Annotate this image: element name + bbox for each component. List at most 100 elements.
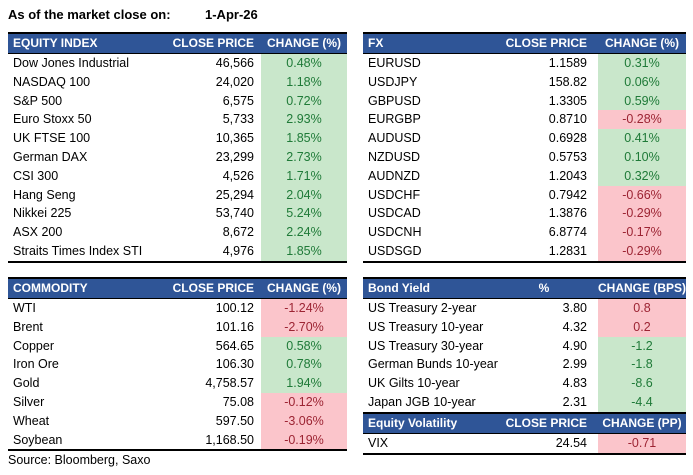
row-change-value: -2.70% xyxy=(261,317,347,337)
row-change-value: 1.85% xyxy=(261,129,347,148)
row-label: Hang Seng xyxy=(13,187,76,202)
row-label: US Treasury 30-year xyxy=(368,338,484,353)
commodity-table: COMMODITY CLOSE PRICE CHANGE (%) WTI 100.… xyxy=(8,277,347,452)
row-label: USDCHF xyxy=(368,187,421,202)
table-row: US Treasury 30-year 4.90 -1.2 xyxy=(363,336,686,356)
row-close-price: 4.83 xyxy=(562,376,587,391)
row-change-value: 2.04% xyxy=(261,185,347,205)
equity-index-header-row: EQUITY INDEX CLOSE PRICE CHANGE (%) xyxy=(8,34,347,54)
row-change-value: 0.78% xyxy=(261,355,347,375)
column-header-equity-volatility: Equity Volatility xyxy=(368,415,458,430)
equity-volatility-header-row: Equity Volatility CLOSE PRICE CHANGE (PP… xyxy=(363,411,686,434)
row-label: USDCAD xyxy=(368,206,421,221)
table-row: UK Gilts 10-year 4.83 -8.6 xyxy=(363,374,686,393)
row-change-value: -0.17% xyxy=(598,223,686,242)
row-close-price: 4,758.57 xyxy=(205,376,254,391)
row-change-value: 1.85% xyxy=(261,241,347,261)
row-close-price: 101.16 xyxy=(215,319,254,334)
row-close-price: 597.50 xyxy=(215,413,254,428)
row-label: Euro Stoxx 50 xyxy=(13,112,92,127)
table-row: Straits Times Index STI 4,976 1.85% xyxy=(8,241,347,261)
table-row: EURUSD 1.1589 0.31% xyxy=(363,54,686,73)
row-label: CSI 300 xyxy=(13,168,59,183)
row-close-price: 1.3876 xyxy=(548,206,587,221)
table-row: NZDUSD 0.5753 0.10% xyxy=(363,147,686,167)
source-note: Source: Bloomberg, Saxo xyxy=(8,453,151,467)
row-label: VIX xyxy=(368,435,389,450)
row-close-price: 6.8774 xyxy=(548,225,587,240)
row-change-value: -0.12% xyxy=(261,392,347,412)
table-row: US Treasury 2-year 3.80 0.8 xyxy=(363,299,686,318)
table-row: WTI 100.12 -1.24% xyxy=(8,299,347,318)
row-label: Japan JGB 10-year xyxy=(368,394,476,409)
row-close-price: 0.6928 xyxy=(548,131,587,146)
row-label: Gold xyxy=(13,376,40,391)
table-row: Hang Seng 25,294 2.04% xyxy=(8,185,347,205)
row-change-value: 0.2 xyxy=(598,317,686,337)
row-change-value: -1.8 xyxy=(598,355,686,375)
column-header-bond-yield: Bond Yield xyxy=(368,281,431,295)
row-change-value: 0.41% xyxy=(598,129,686,148)
row-change-value: 2.73% xyxy=(261,147,347,167)
row-close-price: 1.3305 xyxy=(548,93,587,108)
row-change-value: 2.93% xyxy=(261,110,347,130)
row-close-price: 23,299 xyxy=(215,149,254,164)
row-label: UK Gilts 10-year xyxy=(368,376,460,391)
row-label: UK FTSE 100 xyxy=(13,131,91,146)
row-close-price: 0.8710 xyxy=(548,112,587,127)
table-row: UK FTSE 100 10,365 1.85% xyxy=(8,129,347,148)
row-close-price: 1.2043 xyxy=(548,168,587,183)
row-label: Straits Times Index STI xyxy=(13,243,143,258)
bond-yield-header-row: Bond Yield % CHANGE (BPS) xyxy=(363,279,686,299)
row-label: Dow Jones Industrial xyxy=(13,56,130,70)
table-row: Nikkei 225 53,740 5.24% xyxy=(8,204,347,224)
row-close-price: 1.2831 xyxy=(548,243,587,258)
row-close-price: 2.99 xyxy=(562,357,587,372)
row-label: US Treasury 2-year xyxy=(368,301,477,315)
table-row: German DAX 23,299 2.73% xyxy=(8,147,347,167)
row-label: Wheat xyxy=(13,413,50,428)
row-change-value: -0.29% xyxy=(598,204,686,224)
row-change-value: -0.29% xyxy=(598,241,686,261)
row-label: Silver xyxy=(13,394,45,409)
row-change-value: -0.19% xyxy=(261,430,347,450)
table-row: EURGBP 0.8710 -0.28% xyxy=(363,110,686,130)
column-header-commodity: COMMODITY xyxy=(13,281,88,295)
equity-index-table: EQUITY INDEX CLOSE PRICE CHANGE (%) Dow … xyxy=(8,32,347,263)
row-label: German Bunds 10-year xyxy=(368,357,498,372)
row-label: NZDUSD xyxy=(368,149,421,164)
table-row: ASX 200 8,672 2.24% xyxy=(8,223,347,242)
row-change-value: 0.58% xyxy=(261,336,347,356)
row-close-price: 2.31 xyxy=(562,394,587,409)
row-label: US Treasury 10-year xyxy=(368,319,484,334)
row-change-value: 2.24% xyxy=(261,223,347,242)
table-row: Gold 4,758.57 1.94% xyxy=(8,374,347,393)
row-change-value: 0.59% xyxy=(598,91,686,111)
column-header-close-price: CLOSE PRICE xyxy=(505,415,587,430)
row-label: NASDAQ 100 xyxy=(13,74,91,89)
column-header-change-pp: CHANGE (PP) xyxy=(602,415,682,430)
as-of-date: 1-Apr-26 xyxy=(205,7,258,22)
row-close-price: 4,526 xyxy=(222,168,254,183)
table-row: Iron Ore 106.30 0.78% xyxy=(8,355,347,375)
fx-header-row: FX CLOSE PRICE CHANGE (%) xyxy=(363,34,686,54)
row-label: Brent xyxy=(13,319,43,334)
row-change-value: 1.18% xyxy=(261,72,347,92)
row-label: USDSGD xyxy=(368,243,422,258)
row-change-value: 0.06% xyxy=(598,72,686,92)
row-close-price: 0.5753 xyxy=(548,149,587,164)
row-change-value: -3.06% xyxy=(261,411,347,431)
row-label: GBPUSD xyxy=(368,93,421,108)
column-header-fx: FX xyxy=(368,36,384,50)
row-label: Soybean xyxy=(13,432,63,447)
row-label: Nikkei 225 xyxy=(13,206,72,221)
row-change-value: 0.31% xyxy=(598,54,686,73)
table-row: USDCAD 1.3876 -0.29% xyxy=(363,204,686,224)
row-close-price: 3.80 xyxy=(562,301,587,315)
row-label: ASX 200 xyxy=(13,225,63,240)
table-row: AUDNZD 1.2043 0.32% xyxy=(363,166,686,186)
row-label: German DAX xyxy=(13,149,88,164)
table-row: USDSGD 1.2831 -0.29% xyxy=(363,241,686,261)
table-row: US Treasury 10-year 4.32 0.2 xyxy=(363,317,686,337)
